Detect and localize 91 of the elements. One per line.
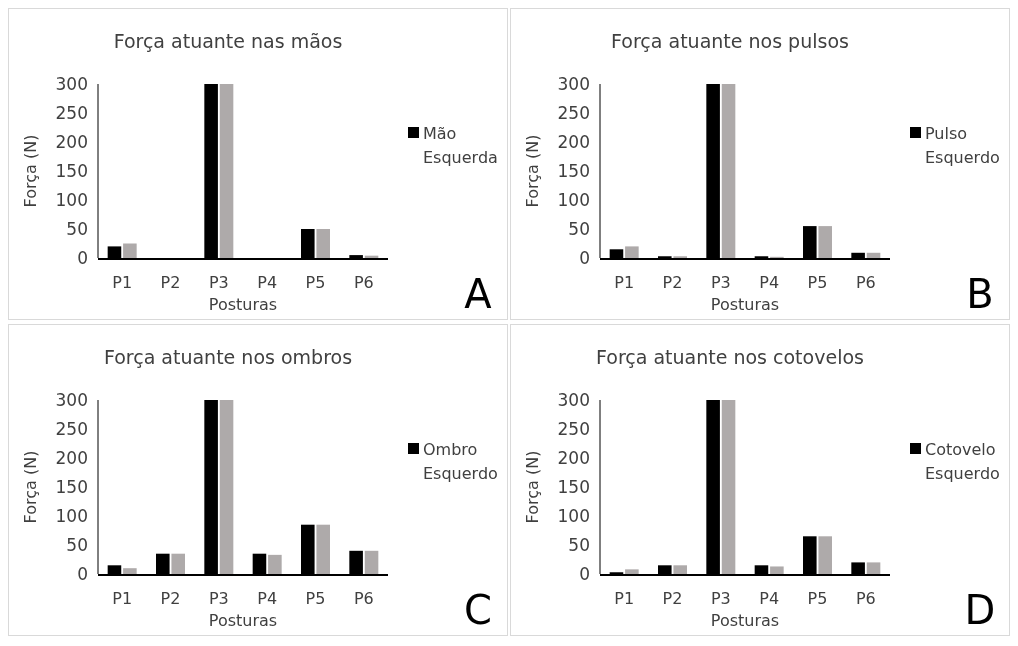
y-tick-label: 0 — [77, 247, 88, 268]
x-axis-title: Posturas — [208, 611, 278, 630]
y-tick-label: 0 — [579, 247, 590, 268]
x-tick-label: P4 — [257, 589, 278, 608]
legend-label: Mão Esquerda — [423, 124, 498, 167]
x-tick-label: P2 — [662, 273, 683, 292]
bar — [268, 554, 282, 574]
chart-title: Força atuante nos ombros — [103, 346, 353, 368]
y-tick-label: 300 — [55, 73, 88, 94]
y-tick-label: 250 — [557, 418, 590, 439]
text: A — [464, 271, 493, 317]
y-tick-label: 250 — [55, 102, 88, 123]
bar — [818, 226, 832, 258]
bar — [770, 566, 784, 574]
bar — [866, 252, 881, 258]
y-tick-label: 50 — [568, 534, 590, 555]
y-tick-label: 150 — [55, 476, 88, 497]
y-tick-label: 150 — [557, 476, 590, 497]
y-tick-label: 250 — [55, 418, 88, 439]
y-tick-label: 300 — [557, 389, 590, 410]
bar — [721, 400, 736, 574]
x-tick-label: P4 — [257, 273, 278, 292]
bar — [171, 553, 185, 574]
legend-label: Cotovelo Esquerdo — [925, 440, 1000, 483]
x-tick-label: P3 — [710, 589, 731, 608]
bar — [316, 229, 330, 258]
x-tick-label: P1 — [614, 589, 635, 608]
x-tick-label: P6 — [353, 589, 374, 608]
x-tick-label: P5 — [305, 589, 326, 608]
legend-label: Ombro Esquerdo — [423, 440, 498, 483]
y-tick-label: 150 — [55, 160, 88, 181]
y-tick-label: 100 — [55, 505, 88, 526]
bar — [123, 568, 137, 574]
y-tick-label: 300 — [55, 389, 88, 410]
x-tick-label: P1 — [112, 589, 133, 608]
x-tick-label: P4 — [759, 589, 780, 608]
text: C — [464, 587, 492, 633]
x-axis-title: Posturas — [710, 611, 780, 630]
bar — [866, 562, 881, 574]
x-tick-label: P3 — [710, 273, 731, 292]
y-tick-label: 250 — [557, 102, 590, 123]
bar — [625, 569, 639, 574]
x-tick-label: P1 — [614, 273, 635, 292]
x-tick-label: P4 — [759, 273, 780, 292]
x-tick-label: P2 — [160, 273, 181, 292]
y-tick-label: 50 — [66, 534, 88, 555]
y-tick-label: 0 — [77, 563, 88, 584]
bar — [316, 524, 330, 574]
x-tick-label: P6 — [353, 273, 374, 292]
bar — [818, 536, 832, 574]
x-tick-label: P5 — [807, 273, 828, 292]
x-tick-label: P3 — [208, 589, 229, 608]
text: B — [966, 271, 994, 317]
chart-title: Força atuante nas mãos — [113, 30, 343, 52]
legend-label: Pulso Esquerdo — [925, 124, 1000, 167]
bar — [219, 400, 234, 574]
x-tick-label: P5 — [305, 273, 326, 292]
chart-title: Força atuante nos cotovelos — [596, 346, 864, 368]
x-tick-label: P2 — [160, 589, 181, 608]
bar — [673, 565, 687, 574]
y-tick-label: 50 — [568, 218, 590, 239]
x-axis-title: Posturas — [710, 295, 780, 314]
y-tick-label: 100 — [557, 505, 590, 526]
text: D — [964, 587, 996, 633]
x-tick-label: P6 — [855, 273, 876, 292]
y-tick-label: 300 — [557, 73, 590, 94]
bar — [123, 243, 137, 258]
chart-title: Força atuante nos pulsos — [611, 30, 849, 52]
y-tick-label: 200 — [55, 131, 88, 152]
x-axis-title: Posturas — [208, 295, 278, 314]
y-axis-title: Força (N) — [523, 450, 542, 524]
y-tick-label: 50 — [66, 218, 88, 239]
x-tick-label: P6 — [855, 589, 876, 608]
y-axis-title: Força (N) — [523, 134, 542, 208]
y-tick-label: 100 — [557, 189, 590, 210]
x-tick-label: P3 — [208, 273, 229, 292]
bar — [364, 550, 379, 574]
y-axis-title: Força (N) — [21, 450, 40, 524]
y-tick-label: 200 — [55, 447, 88, 468]
y-tick-label: 200 — [557, 131, 590, 152]
y-tick-label: 100 — [55, 189, 88, 210]
x-tick-label: P1 — [112, 273, 133, 292]
y-axis-title: Força (N) — [21, 134, 40, 208]
bar — [219, 84, 234, 258]
bar — [721, 84, 736, 258]
x-tick-label: P5 — [807, 589, 828, 608]
y-tick-label: 150 — [557, 160, 590, 181]
x-tick-label: P2 — [662, 589, 683, 608]
y-tick-label: 0 — [579, 563, 590, 584]
bar — [625, 246, 639, 258]
y-tick-label: 200 — [557, 447, 590, 468]
